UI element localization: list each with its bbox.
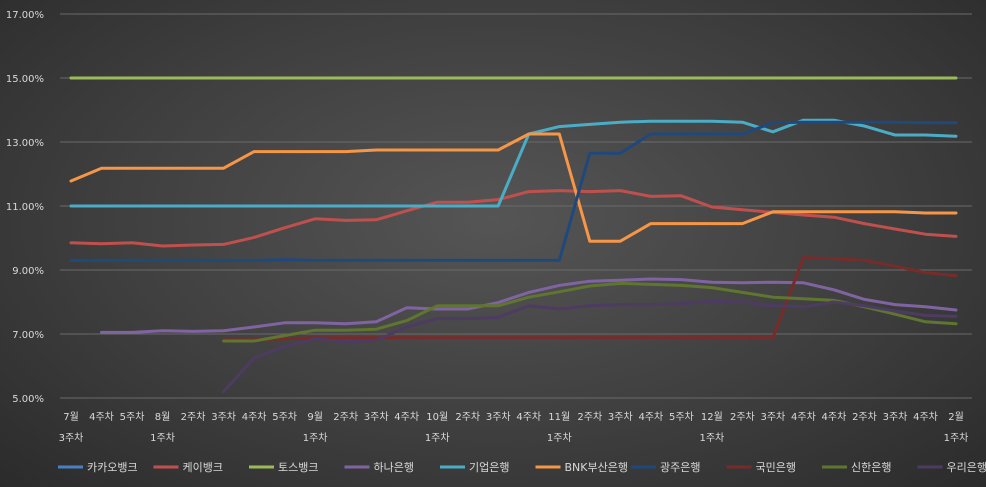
series-line <box>69 118 958 208</box>
x-tick-sublabel: 1주차 <box>150 432 175 444</box>
legend-label: 광주은행 <box>660 461 700 474</box>
legend-label: 토스뱅크 <box>278 461 318 474</box>
y-tick-label: 7.00% <box>12 330 44 341</box>
series-line <box>222 299 958 394</box>
x-tick-label: 4주차 <box>913 411 938 423</box>
x-tick-label: 2주차 <box>730 411 755 423</box>
x-tick-label: 4주차 <box>638 411 663 423</box>
x-tick-label: 5주차 <box>669 411 694 423</box>
x-tick-label: 12월 <box>701 411 723 423</box>
x-tick-label: 3주차 <box>364 411 389 423</box>
x-tick-label: 5주차 <box>272 411 297 423</box>
x-tick-label: 9월 <box>307 411 323 423</box>
legend-label: 카카오뱅크 <box>87 461 138 474</box>
x-tick-label: 3주차 <box>883 411 908 423</box>
series-line <box>222 256 958 342</box>
x-tick-sublabel: 3주차 <box>59 432 84 444</box>
y-tick-label: 9.00% <box>12 266 44 277</box>
y-tick-label: 11.00% <box>6 202 44 213</box>
y-tick-label: 17.00% <box>6 10 44 21</box>
x-tick-label: 2주차 <box>852 411 877 423</box>
x-tick-label: 4주차 <box>791 411 816 423</box>
x-tick-sublabel: 1주차 <box>425 432 450 444</box>
series-line <box>69 120 958 262</box>
legend-label: 하나은행 <box>374 460 414 474</box>
legend-label: 케이뱅크 <box>183 461 223 474</box>
x-tick-label: 2월 <box>948 411 964 423</box>
series-line <box>69 132 958 243</box>
legend-label: 신한은행 <box>851 461 891 474</box>
x-tick-label: 2주차 <box>455 411 480 423</box>
x-tick-label: 2주차 <box>181 411 206 423</box>
x-tick-sublabel: 1주차 <box>944 432 969 444</box>
legend-label: 국민은행 <box>756 461 796 474</box>
x-tick-label: 3주차 <box>211 411 236 423</box>
x-tick-sublabel: 1주차 <box>699 432 724 444</box>
x-tick-label: 4주차 <box>89 411 114 423</box>
x-tick-sublabel: 1주차 <box>547 432 572 444</box>
x-tick-label: 8월 <box>155 411 171 423</box>
y-axis-tick-labels: 5.00% 7.00% 9.00% 11.00% 13.00% 15.00% 17.00% <box>6 10 44 405</box>
series-line <box>69 189 958 248</box>
legend-label: 우리은행 <box>947 461 986 474</box>
x-tick-label: 3주차 <box>486 411 511 423</box>
x-tick-label: 11월 <box>548 411 570 423</box>
x-tick-label: 2주차 <box>333 411 358 423</box>
legend: 카카오뱅크 케이뱅크 토스뱅크 하나은행 기업은행 BNK부산은행 광주은행 국민은행 신한은행… <box>58 460 986 474</box>
legend-label: 기업은행 <box>469 461 509 474</box>
x-tick-label: 7월 <box>63 411 79 423</box>
y-tick-label: 5.00% <box>12 394 44 405</box>
y-tick-label: 15.00% <box>6 74 44 85</box>
x-tick-label: 4주차 <box>516 411 541 423</box>
x-tick-label: 4주차 <box>822 411 847 423</box>
x-tick-label: 2주차 <box>577 411 602 423</box>
x-tick-label: 3주차 <box>761 411 786 423</box>
legend-label: BNK부산은행 <box>565 461 628 474</box>
x-axis-tick-labels: 7월 3주차 4주차 5주차 8월 1주차 2주차 3주차 4주차 5주차 9월 1주차 2주차 3주차 4… <box>59 411 969 444</box>
x-tick-sublabel: 1주차 <box>303 432 328 444</box>
x-tick-label: 5주차 <box>120 411 145 423</box>
y-tick-label: 13.00% <box>6 138 44 149</box>
series-line <box>100 277 958 334</box>
x-tick-label: 4주차 <box>394 411 419 423</box>
x-tick-label: 4주차 <box>242 411 267 423</box>
x-tick-label: 3주차 <box>608 411 633 423</box>
series-lines <box>69 76 958 394</box>
x-tick-label: 10월 <box>426 411 448 423</box>
series-line <box>222 281 958 343</box>
